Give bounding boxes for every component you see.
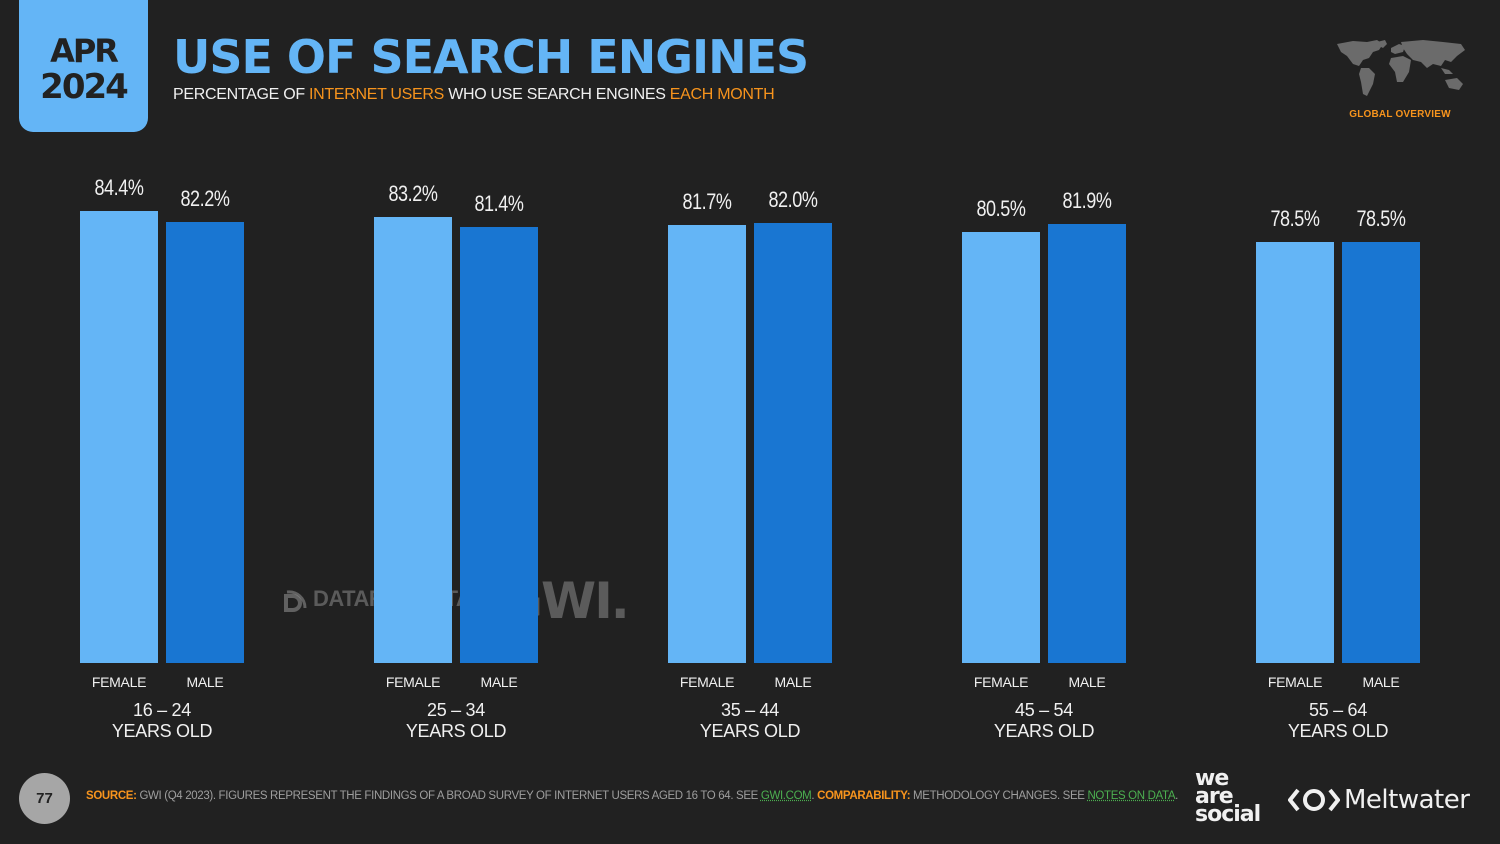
bar-female xyxy=(1256,242,1334,663)
datareportal-logo-icon xyxy=(284,590,307,612)
meltwater-eye-icon xyxy=(1288,788,1340,812)
world-map-icon xyxy=(1337,40,1465,96)
bar-female xyxy=(668,225,746,663)
value-label: 78.5% xyxy=(1270,206,1320,231)
age-group-label: 35 – 44 YEARS OLD xyxy=(699,700,801,741)
value-label: 80.5% xyxy=(976,196,1026,221)
value-label: 82.2% xyxy=(180,186,230,211)
gender-label: MALE xyxy=(774,674,812,690)
age-group-label: 55 – 64 YEARS OLD xyxy=(1287,700,1389,741)
gender-label: FEMALE xyxy=(91,674,147,690)
gender-label: FEMALE xyxy=(385,674,441,690)
source-note: SOURCE: GWI (Q4 2023). FIGURES REPRESENT… xyxy=(86,790,1178,802)
date-month: APR xyxy=(50,32,119,70)
value-label: 84.4% xyxy=(94,175,144,200)
value-label: 81.7% xyxy=(682,189,732,214)
value-label: 81.4% xyxy=(474,191,524,216)
page-title: USE OF SEARCH ENGINES xyxy=(173,30,809,84)
gender-label: FEMALE xyxy=(973,674,1029,690)
gender-label: MALE xyxy=(1068,674,1106,690)
bar-female xyxy=(962,232,1040,663)
gwi-link[interactable]: GWI.COM xyxy=(760,790,812,802)
page-number: 77 xyxy=(19,773,70,824)
age-group-label: 16 – 24 YEARS OLD xyxy=(111,700,213,741)
notes-on-data-link[interactable]: NOTES ON DATA xyxy=(1087,790,1176,802)
meltwater-logo: Meltwater xyxy=(1288,785,1470,815)
gender-label: MALE xyxy=(1362,674,1400,690)
gender-label: FEMALE xyxy=(679,674,735,690)
value-label: 82.0% xyxy=(768,187,818,212)
bar-male xyxy=(460,227,538,663)
date-badge: APR 2024 xyxy=(19,0,148,132)
bar-male xyxy=(754,223,832,663)
value-label: 78.5% xyxy=(1356,206,1406,231)
bar-male xyxy=(166,222,244,663)
gender-label: FEMALE xyxy=(1267,674,1323,690)
we-are-social-logo: we are social xyxy=(1195,766,1261,827)
bar-male xyxy=(1048,224,1126,663)
bar-female xyxy=(374,217,452,663)
bar-female xyxy=(80,211,158,663)
age-group-label: 25 – 34 YEARS OLD xyxy=(405,700,507,741)
date-year: 2024 xyxy=(40,67,129,107)
age-group-label: 45 – 54 YEARS OLD xyxy=(993,700,1095,741)
gender-label: MALE xyxy=(480,674,518,690)
value-label: 81.9% xyxy=(1062,188,1112,213)
value-label: 83.2% xyxy=(388,181,438,206)
gender-label: MALE xyxy=(186,674,224,690)
page-subtitle: PERCENTAGE OF INTERNET USERS WHO USE SEA… xyxy=(173,86,775,103)
region-label: GLOBAL OVERVIEW xyxy=(1349,109,1451,120)
bar-male xyxy=(1342,242,1420,663)
